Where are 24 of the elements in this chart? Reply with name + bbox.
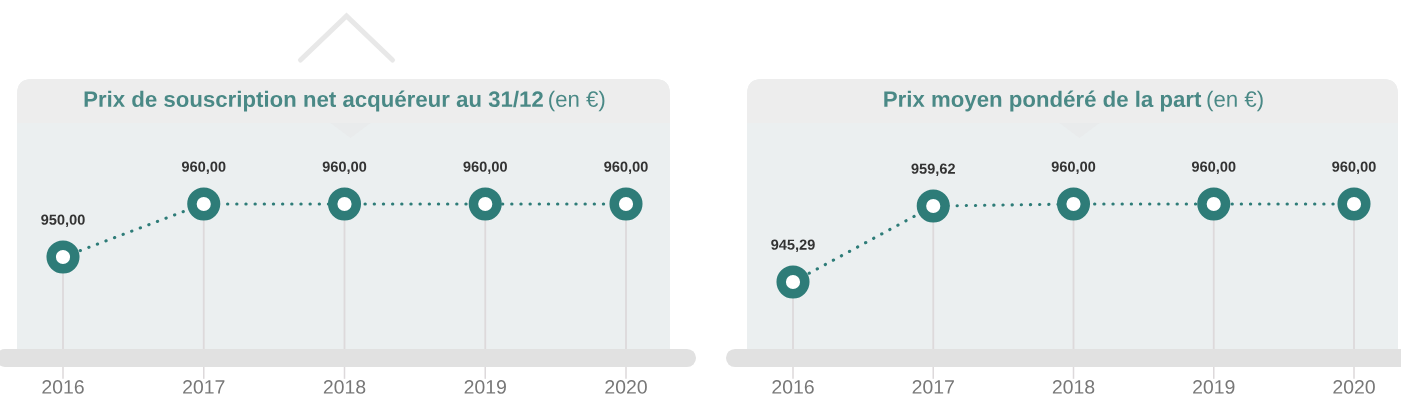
x-tick-label: 2016 (772, 380, 814, 394)
chart-subtitle: (en €) (549, 90, 605, 112)
x-tick-label: 2018 (323, 380, 366, 394)
x-tick-label: 2017 (912, 380, 954, 394)
data-label: 960,00 (322, 161, 367, 174)
data-label: 960,00 (1191, 161, 1236, 174)
data-label: 960,00 (1051, 161, 1096, 174)
x-tick-label: 2019 (464, 380, 506, 394)
x-tick-label: 2020 (1333, 380, 1375, 394)
data-label: 950,00 (41, 214, 85, 227)
x-tick-label: 2017 (183, 380, 225, 394)
chart-title: Prix moyen pondéré de la part (884, 90, 1202, 112)
chart-title: Prix de souscription net acquéreur au 31/12 (84, 90, 543, 112)
chart-subtitle: (en €) (1207, 90, 1263, 112)
data-label: 945,29 (771, 239, 815, 252)
data-label: 960,00 (463, 161, 507, 174)
data-label: 960,00 (1332, 161, 1376, 174)
data-label: 960,00 (604, 161, 648, 174)
x-tick-label: 2018 (1052, 380, 1095, 394)
x-tick-label: 2016 (42, 380, 84, 394)
data-label: 959,62 (911, 163, 955, 176)
x-tick-label: 2019 (1193, 380, 1235, 394)
x-tick-label: 2020 (605, 380, 647, 394)
data-label: 960,00 (181, 161, 226, 174)
